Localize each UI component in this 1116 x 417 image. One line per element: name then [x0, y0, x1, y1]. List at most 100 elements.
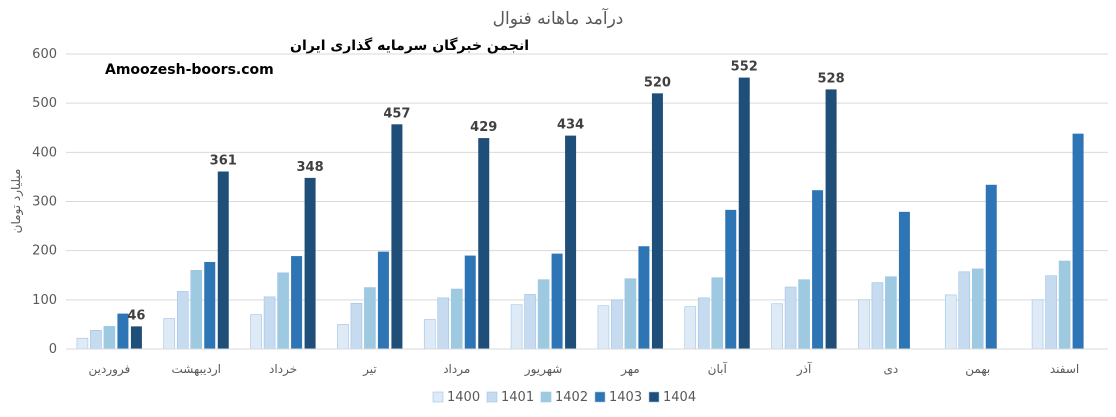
data-label: 552 [731, 60, 758, 75]
bar-1401 [263, 296, 276, 350]
bar-1402 [103, 326, 116, 350]
legend-label: 1401 [501, 390, 534, 405]
x-category-label: مرداد [443, 362, 470, 377]
bar-1402 [1058, 260, 1071, 350]
bar-1402 [190, 270, 203, 350]
bar-1403 [985, 184, 997, 349]
legend-swatch [432, 391, 444, 403]
x-category-label: تیر [362, 362, 377, 377]
bar-1400 [1031, 299, 1044, 350]
data-label: 361 [210, 154, 237, 169]
bar-1404 [651, 93, 663, 349]
bar-1404 [217, 171, 229, 349]
legend-swatch [486, 391, 498, 403]
y-axis-ticks: 0 100 200 300 400 500 600 [32, 47, 57, 357]
bar-1402 [624, 278, 637, 350]
data-labels: 46 361 348 457 429 434 520 552 528 [127, 60, 844, 324]
bar-1400 [597, 305, 610, 350]
x-category-label: فروردین [89, 362, 131, 377]
x-category-label: خرداد [269, 362, 297, 377]
legend-swatch [540, 391, 552, 403]
bar-1403 [725, 209, 737, 349]
y-axis-label: میلیارد تومان [9, 169, 24, 234]
y-tick-label: 600 [32, 47, 57, 62]
bar-1404 [391, 124, 403, 349]
bar-1401 [958, 271, 971, 350]
bar-1400 [423, 319, 436, 350]
x-category-label: آذر [796, 361, 812, 377]
bar-1400 [510, 304, 523, 350]
bar-1403 [117, 313, 129, 349]
legend-label: 1404 [663, 390, 696, 405]
x-category-label: آبان [708, 361, 728, 376]
bar-1400 [163, 318, 176, 350]
bar-1402 [537, 279, 550, 350]
data-label: 348 [297, 160, 324, 175]
bar-1403 [291, 256, 303, 349]
bar-1402 [364, 287, 376, 350]
bar-1401 [350, 302, 363, 350]
bar-1400 [250, 314, 262, 350]
bar-1404 [825, 89, 837, 350]
bar-1402 [971, 268, 984, 350]
bar-1400 [76, 337, 89, 350]
legend-label: 1403 [609, 390, 642, 405]
watermark-line1: انجمن خبرگان سرمایه گذاری ایران [290, 37, 529, 54]
x-category-label: شهریور [524, 362, 563, 377]
bar-1401 [871, 282, 884, 350]
bar-1400 [337, 324, 349, 350]
bar-1404 [565, 135, 577, 349]
bar-1403 [898, 211, 910, 349]
bar-1403 [377, 251, 389, 349]
bar-1400 [858, 299, 870, 350]
legend-label: 1402 [555, 390, 588, 405]
data-label: 429 [470, 120, 497, 135]
chart-title: درآمد ماهانه فنوال [493, 7, 624, 29]
data-label: 434 [557, 118, 584, 133]
bar-1402 [885, 276, 897, 350]
bar-1404 [478, 138, 490, 349]
bar-1403 [464, 255, 476, 349]
data-label: 528 [818, 71, 845, 86]
bar-1404 [738, 77, 750, 349]
x-category-label: اردیبهشت [172, 362, 221, 377]
legend-label: 1400 [447, 390, 480, 405]
bar-1401 [611, 299, 623, 350]
y-tick-label: 100 [32, 293, 57, 308]
bar-1402 [450, 288, 463, 350]
x-category-label: اسفند [1050, 362, 1079, 376]
y-tick-label: 0 [49, 342, 57, 357]
x-category-label: مهر [620, 362, 640, 377]
bar-1403 [204, 261, 216, 349]
watermark-line2: Amoozesh-boors.com [105, 62, 274, 78]
bars [76, 77, 1084, 350]
bar-1401 [1045, 275, 1057, 350]
bar-1403 [638, 246, 650, 349]
bar-1400 [944, 294, 957, 350]
data-label: 46 [127, 308, 145, 323]
bar-1400 [771, 303, 783, 350]
x-axis-categories: فروردین اردیبهشت خرداد تیر مرداد شهریور مهر آبا… [89, 361, 1080, 377]
bar-1402 [711, 277, 724, 350]
bar-1404 [130, 326, 142, 349]
bar-1403 [1072, 133, 1084, 349]
x-category-label: دی [884, 362, 899, 376]
bar-1401 [697, 297, 710, 350]
bar-1400 [684, 306, 697, 350]
x-category-label: بهمن [965, 362, 990, 377]
legend: 1400 1401 1402 1403 1404 [432, 390, 696, 405]
bar-1404 [304, 177, 316, 349]
data-label: 457 [383, 106, 410, 121]
y-tick-label: 200 [32, 244, 57, 259]
y-tick-label: 500 [32, 96, 57, 111]
y-tick-label: 400 [32, 145, 57, 160]
gridlines [66, 53, 1108, 301]
bar-1401 [524, 294, 536, 350]
bar-1402 [798, 279, 810, 350]
y-tick-label: 300 [32, 195, 57, 210]
bar-1401 [176, 291, 189, 350]
data-label: 520 [644, 75, 671, 90]
legend-swatch [648, 391, 660, 403]
bar-1401 [90, 330, 102, 350]
